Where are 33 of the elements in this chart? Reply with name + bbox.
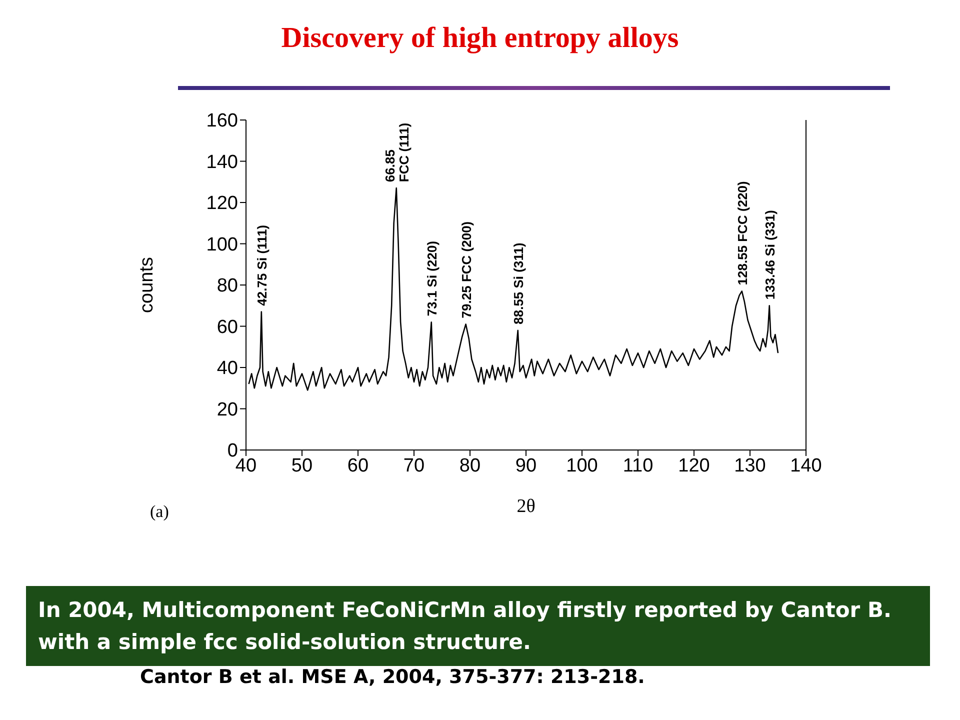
annotation: 88.55 Si (311) xyxy=(510,242,526,324)
y-tick-label: 120 xyxy=(206,193,238,214)
annotation: 66.85 FCC (111) xyxy=(382,122,411,182)
y-tick-label: 20 xyxy=(216,399,238,420)
text: (a) xyxy=(150,502,169,522)
chart-title: Discovery of high entropy alloys xyxy=(280,22,680,55)
y-tick-label: 40 xyxy=(216,358,238,380)
text: In 2004, Multicomponent FeCoNiCrMn alloy firstly reported by Cantor B. with a simple fcc solid-solution structure. xyxy=(26,586,930,666)
x-tick-label: 120 xyxy=(678,455,710,476)
annotation: 73.1 Si (220) xyxy=(424,240,439,316)
x-tick-label: 50 xyxy=(291,455,313,476)
x-tick-label: 140 xyxy=(790,455,822,476)
y-tick-label: 60 xyxy=(216,316,238,338)
x-tick-label: 110 xyxy=(622,455,654,476)
y-tick-label: 160 xyxy=(206,110,238,132)
annotation: 79.25 FCC (200) xyxy=(458,221,474,318)
annotation: 128.55 FCC (220) xyxy=(734,181,750,286)
x-axis-title: 2θ xyxy=(516,496,536,517)
x-tick-label: 100 xyxy=(566,455,598,476)
x-tick-label: 130 xyxy=(734,455,766,476)
x-tick-label: 90 xyxy=(515,455,537,476)
x-tick-label: 70 xyxy=(403,455,425,476)
x-tick-label: 60 xyxy=(347,455,369,476)
y-axis-title: counts xyxy=(136,257,158,313)
x-tick-label: 80 xyxy=(459,455,481,476)
y-tick-label: 80 xyxy=(216,276,238,297)
y-tick-label: 140 xyxy=(206,152,238,173)
y-tick-label: 0 xyxy=(227,440,238,462)
annotation: 133.46 Si (331) xyxy=(762,210,777,300)
text: Cantor B et al. MSE A, 2004, 375-377: 213-218. xyxy=(140,666,645,688)
annotation: 42.75 Si (111) xyxy=(254,224,269,306)
x-tick-label: 40 xyxy=(235,455,257,476)
y-tick-label: 100 xyxy=(206,234,238,256)
